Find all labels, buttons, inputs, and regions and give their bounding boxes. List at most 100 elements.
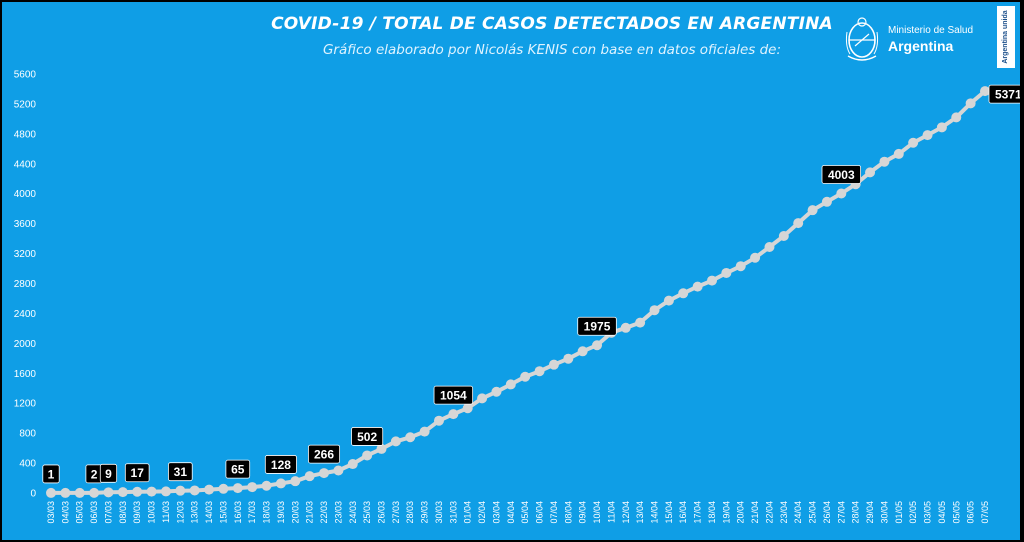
data-label: 17 <box>131 466 145 480</box>
y-tick-label: 5600 <box>14 70 37 81</box>
chart-title: COVID-19 / TOTAL DE CASOS DETECTADOS EN … <box>271 14 833 34</box>
data-point <box>60 487 71 498</box>
data-label: 65 <box>231 463 245 477</box>
label-layer: 1 2 9 17 31 65 128 266 502 1054 1975 4003 5371 <box>42 84 1020 484</box>
data-point <box>247 482 258 493</box>
x-tick-label: 04/03 <box>60 501 70 524</box>
data-point <box>548 359 559 370</box>
data-point <box>908 137 919 148</box>
data-label: 1 <box>48 467 55 481</box>
y-tick-label: 400 <box>19 459 36 470</box>
data-point <box>232 483 243 494</box>
data-label-box <box>308 444 341 464</box>
y-tick-label: 2800 <box>14 279 37 290</box>
x-tick-label: 01/04 <box>463 501 473 524</box>
data-point <box>692 281 703 292</box>
series-line <box>49 89 987 495</box>
data-point <box>764 241 775 252</box>
x-tick-label: 27/03 <box>391 501 401 524</box>
x-tick-label: 03/03 <box>46 501 56 524</box>
data-point <box>951 112 962 123</box>
x-tick-label: 10/03 <box>147 501 157 524</box>
data-label: 266 <box>314 448 334 462</box>
data-label: 1975 <box>584 320 611 334</box>
data-point <box>362 450 373 461</box>
x-tick-label: 21/03 <box>305 501 315 524</box>
data-label-box <box>264 455 297 474</box>
data-point <box>103 487 114 498</box>
data-label: 4003 <box>828 168 855 182</box>
data-label-box <box>433 385 474 405</box>
data-point <box>462 403 473 414</box>
x-tick-label: 12/04 <box>621 501 631 524</box>
ministry-logo: Ministerio de Salud Argentina <box>844 10 994 68</box>
x-tick-label: 15/04 <box>664 501 674 524</box>
x-tick-label: 22/04 <box>764 501 774 524</box>
x-tick-label: 07/04 <box>549 501 559 524</box>
x-tick-label: 19/03 <box>276 501 286 524</box>
x-tick-label: 30/03 <box>434 501 444 524</box>
data-point <box>376 443 387 454</box>
data-point <box>290 476 301 487</box>
data-point <box>620 322 631 333</box>
data-point <box>836 188 847 199</box>
data-label: 128 <box>271 458 291 472</box>
data-point <box>706 275 717 286</box>
x-tick-label: 07/03 <box>103 501 113 524</box>
x-tick-label: 09/03 <box>132 501 142 524</box>
data-point <box>89 487 100 498</box>
data-point <box>146 486 157 497</box>
data-point <box>117 487 128 498</box>
x-tick-label: 07/05 <box>980 501 990 524</box>
y-tick-label: 0 <box>30 489 36 500</box>
y-tick-label: 800 <box>19 429 36 440</box>
y-tick-label: 3600 <box>14 219 37 230</box>
x-tick-label: 26/03 <box>376 501 386 524</box>
data-label-box <box>577 316 617 336</box>
data-point <box>577 346 588 357</box>
data-point <box>592 340 603 351</box>
x-tick-label: 12/03 <box>175 501 185 524</box>
x-tick-label: 05/04 <box>520 501 530 524</box>
x-tick-label: 25/04 <box>808 501 818 524</box>
x-tick-label: 29/04 <box>865 501 875 524</box>
x-tick-label: 13/03 <box>190 501 200 524</box>
x-tick-label: 18/04 <box>707 501 717 524</box>
national-seal-icon <box>845 17 879 61</box>
x-tick-label: 13/04 <box>635 501 645 524</box>
data-point <box>821 196 832 207</box>
data-point <box>46 487 56 498</box>
logo-ministry-text: Ministerio de Salud <box>888 25 974 36</box>
x-tick-label: 05/03 <box>75 501 85 524</box>
y-tick-label: 1200 <box>14 399 37 410</box>
data-point <box>175 485 186 496</box>
x-tick-label: 03/04 <box>491 501 501 524</box>
series-layer <box>46 86 990 498</box>
x-tick-label: 21/04 <box>750 501 760 524</box>
x-tick-label: 27/04 <box>836 501 846 524</box>
data-point <box>750 252 761 263</box>
y-tick-label: 2400 <box>14 309 37 320</box>
data-label-box <box>42 464 60 484</box>
data-point <box>635 317 646 328</box>
data-point <box>922 130 933 141</box>
x-tick-label: 24/04 <box>793 501 803 524</box>
x-tick-label: 02/04 <box>477 501 487 524</box>
x-tick-label: 15/03 <box>218 501 228 524</box>
data-label: 9 <box>105 467 112 481</box>
data-point <box>333 465 344 476</box>
y-tick-label: 1600 <box>14 369 37 380</box>
data-point <box>218 483 229 494</box>
x-tick-label: 26/04 <box>822 501 832 524</box>
data-point <box>319 468 330 479</box>
data-label-box <box>988 84 1020 104</box>
data-point <box>807 205 818 216</box>
data-point <box>390 436 401 447</box>
data-point <box>491 386 502 397</box>
x-tick-label: 17/04 <box>693 501 703 524</box>
x-tick-label: 28/04 <box>851 501 861 524</box>
x-tick-label: 05/05 <box>951 501 961 524</box>
x-tick-label: 16/04 <box>678 501 688 524</box>
data-point <box>433 415 444 426</box>
x-tick-label: 17/03 <box>247 501 257 524</box>
